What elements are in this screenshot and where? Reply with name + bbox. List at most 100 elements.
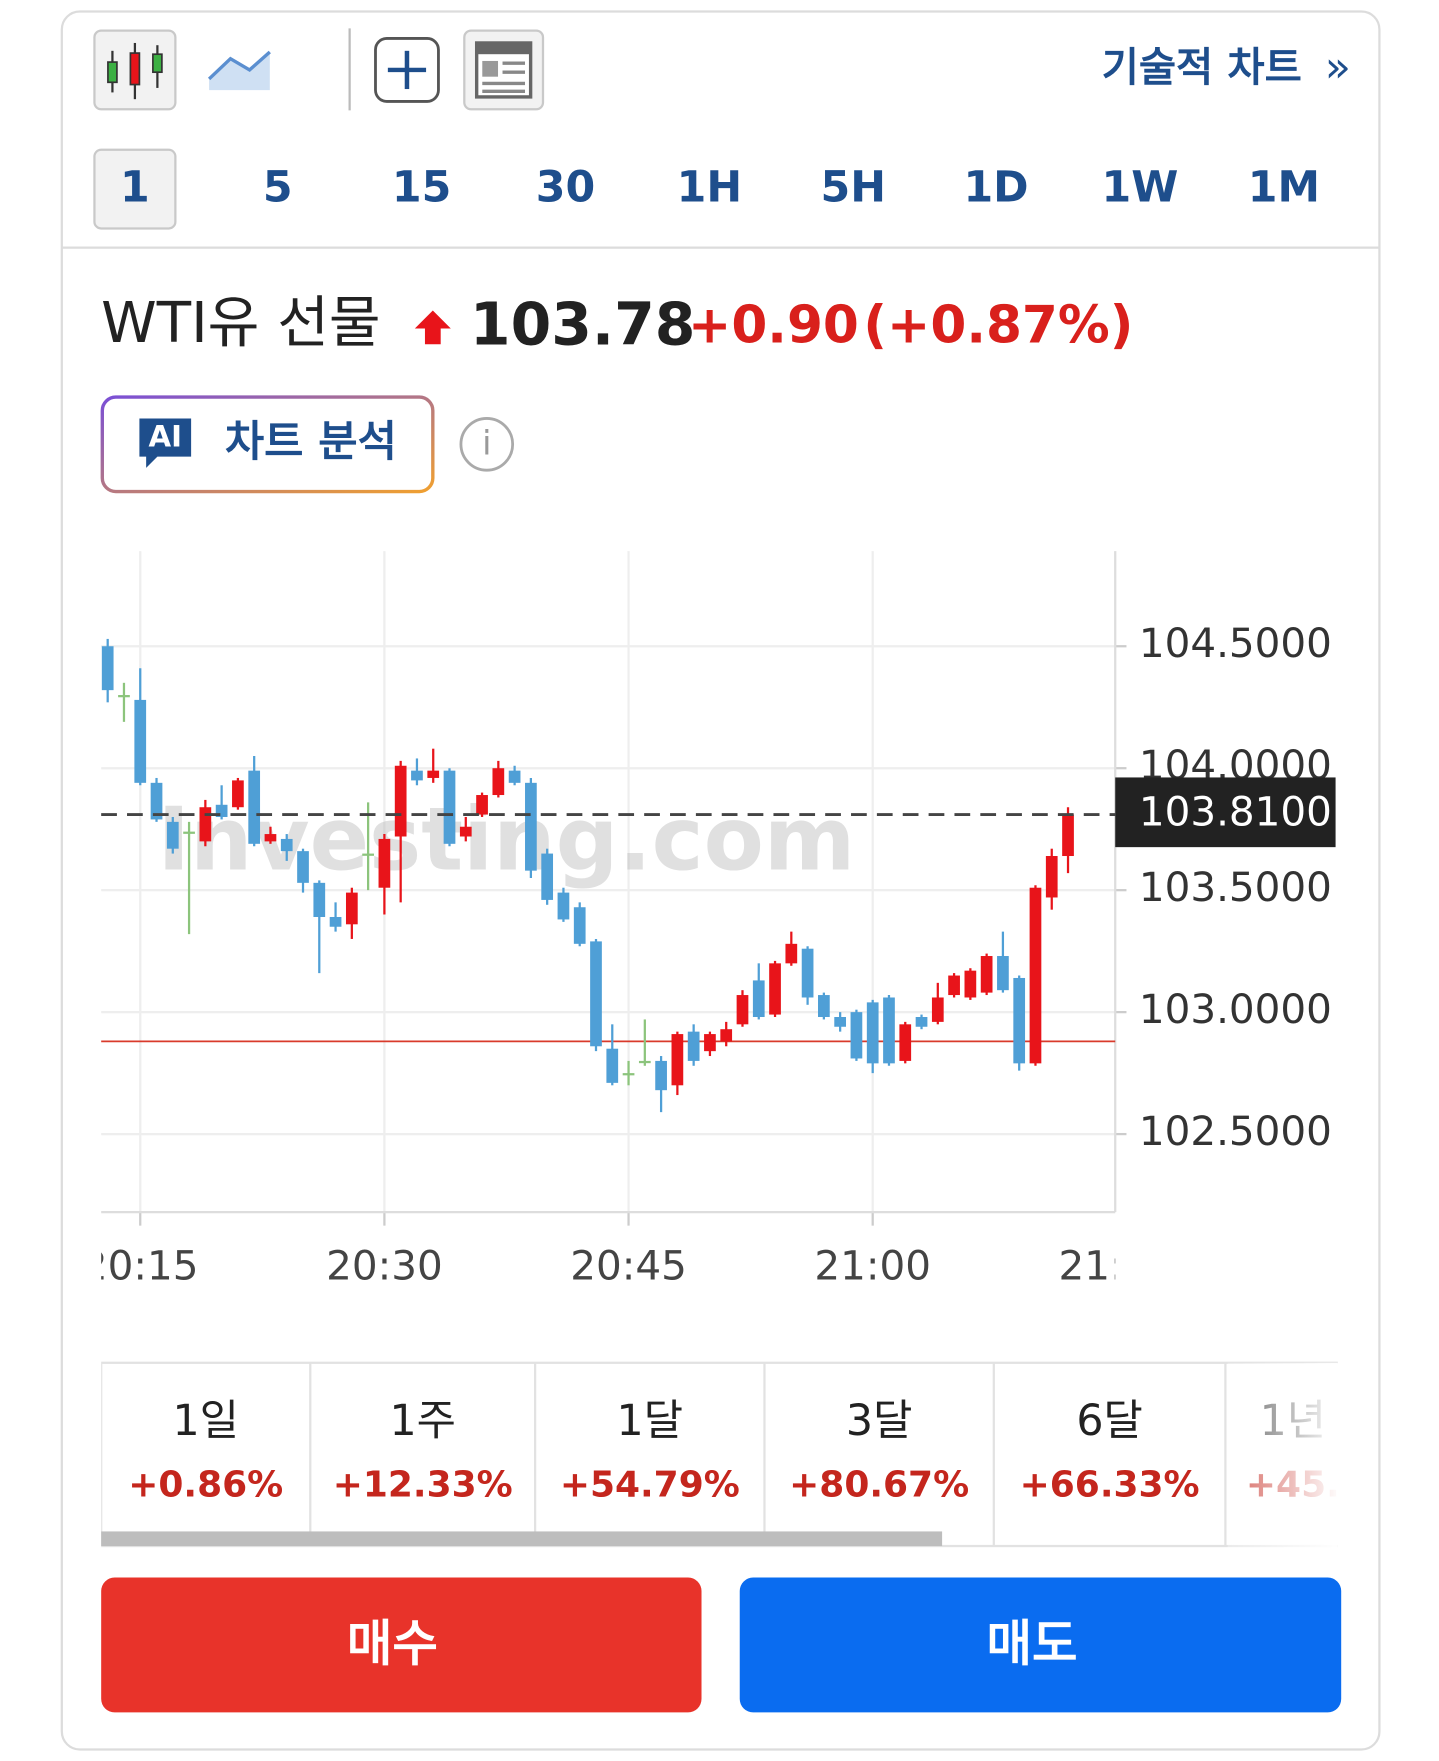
interval-option[interactable]: 1H: [677, 163, 742, 213]
scrollbar: [101, 1531, 943, 1547]
candle-body: [378, 838, 391, 888]
sell-button[interactable]: [739, 1577, 1342, 1713]
instrument-price: 103.78: [470, 291, 696, 359]
candle-body: [883, 997, 895, 1064]
info-glyph[interactable]: i: [482, 424, 491, 463]
candle-body: [687, 1031, 700, 1061]
candle-body: [411, 770, 423, 781]
period-change[interactable]: +12.33%: [333, 1464, 513, 1505]
interval-option[interactable]: 5: [263, 163, 293, 213]
interval-option[interactable]: 1D: [963, 163, 1028, 213]
candle-body: [329, 916, 342, 927]
period-label[interactable]: 1달: [617, 1396, 683, 1446]
ai-analysis-button[interactable]: [100, 395, 435, 494]
x-tick-label: 21:15: [1059, 1241, 1176, 1289]
candle-body: [704, 1034, 716, 1052]
period-change[interactable]: +54.79%: [560, 1464, 740, 1505]
candle-body: [638, 1060, 651, 1064]
candle-body: [915, 1017, 928, 1027]
news-icon[interactable]: [463, 29, 545, 111]
candle-body: [931, 997, 944, 1022]
candle-body: [264, 834, 277, 842]
interval-option[interactable]: 1M: [1248, 163, 1320, 213]
up-arrow: [414, 310, 451, 345]
candle-body: [297, 851, 309, 883]
x-tick-label: 21:00: [814, 1241, 931, 1289]
interval-selected[interactable]: [93, 148, 177, 230]
price-change: +0.90: [688, 296, 859, 356]
last-price-label: 103.8100: [1139, 788, 1332, 836]
y-tick-label: 104.5000: [1139, 619, 1332, 667]
chevron[interactable]: »: [1325, 42, 1351, 92]
y-tick-label: 102.5000: [1139, 1107, 1332, 1155]
candle-body: [492, 768, 505, 796]
area-chart-icon[interactable]: [207, 50, 271, 91]
period-label[interactable]: 1주: [389, 1396, 455, 1446]
watermark: Investing.com: [157, 789, 855, 891]
period-change[interactable]: +66.33%: [1020, 1464, 1200, 1505]
interval-option[interactable]: 15: [392, 163, 451, 213]
x-tick-label: 20:45: [570, 1241, 687, 1289]
candle-body: [541, 853, 554, 900]
candle-body: [427, 770, 440, 778]
candle-body: [248, 770, 261, 844]
sell-label[interactable]: 매도: [987, 1615, 1078, 1673]
y-tick-label: 103.5000: [1139, 863, 1332, 911]
candle-body: [476, 795, 488, 815]
candle-body: [801, 948, 814, 998]
candle-body: [1029, 887, 1042, 1064]
candle-body: [736, 995, 749, 1025]
info-icon[interactable]: [459, 417, 515, 472]
candle-body: [150, 782, 163, 820]
candle-body: [166, 821, 179, 849]
candle-body: [622, 1073, 635, 1076]
x-axis-labels: 20:15 20:30 20:45 21:00 21:15: [101, 1241, 1176, 1289]
price-change-pct: (+0.87%): [863, 296, 1133, 356]
candle-body: [183, 831, 195, 834]
interval-option[interactable]: 30: [536, 163, 595, 213]
candle-body: [199, 807, 212, 842]
period-change[interactable]: +80.67%: [789, 1464, 969, 1505]
buy-button[interactable]: [101, 1577, 702, 1713]
ai-label[interactable]: 차트 분석: [225, 417, 397, 467]
candle-body: [345, 892, 358, 925]
candle-body: [525, 782, 537, 871]
candle-body: [671, 1034, 684, 1086]
period-label[interactable]: 6달: [1076, 1396, 1142, 1446]
candle-body: [134, 699, 147, 783]
candle-body: [280, 838, 293, 852]
technical-chart-link[interactable]: 기술적 차트: [1102, 43, 1302, 91]
candle-body: [606, 1048, 619, 1083]
candle-body: [1013, 977, 1026, 1064]
candle-body: [964, 970, 977, 998]
candle-body: [980, 956, 993, 993]
candle-body: [443, 770, 456, 844]
candle-body: [752, 980, 765, 1018]
candle-body: [866, 1002, 879, 1064]
periods-frame: [101, 1361, 1338, 1548]
interval-option[interactable]: 5H: [821, 163, 886, 213]
candle-body: [118, 695, 130, 698]
buy-label[interactable]: 매수: [347, 1615, 438, 1673]
period-label[interactable]: 3달: [846, 1396, 912, 1446]
candle-body: [769, 963, 781, 1015]
candle-body: [785, 943, 798, 964]
add-indicator-icon[interactable]: [374, 37, 440, 103]
candle-body: [232, 780, 244, 808]
candle-chart-icon[interactable]: [93, 29, 177, 111]
candle-body: [899, 1024, 912, 1061]
ai-badge[interactable]: AI: [149, 420, 183, 454]
period-label[interactable]: 1일: [172, 1396, 238, 1446]
candle-body: [720, 1029, 733, 1042]
interval-option[interactable]: 1: [120, 163, 150, 213]
periods-fade: [1227, 1362, 1338, 1549]
candle-body: [834, 1017, 847, 1027]
candle-body: [508, 770, 521, 783]
candle-body: [362, 853, 374, 856]
interval-option[interactable]: 1W: [1102, 163, 1179, 213]
y-tick-label: 103.0000: [1139, 985, 1332, 1033]
candle-body: [590, 941, 602, 1047]
period-change[interactable]: +0.86%: [128, 1464, 283, 1505]
candle-body: [655, 1060, 667, 1091]
